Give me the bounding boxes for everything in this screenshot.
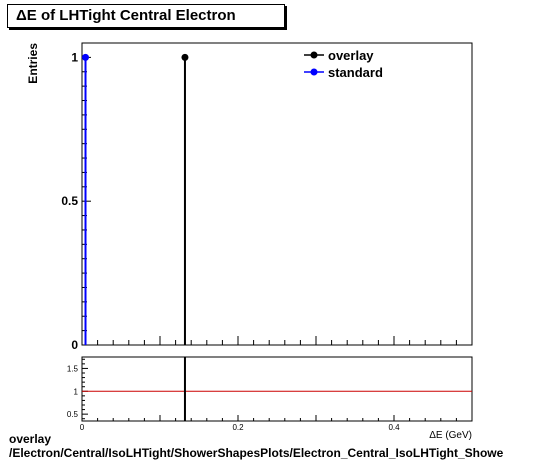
ratio-x-tick-label: 0.2 [232,423,244,432]
x-axis-label: ΔE (GeV) [429,430,472,441]
overlay-point [181,53,189,61]
plot-frame [81,42,473,346]
ratio-x-tick-label: 0 [80,423,85,432]
ratio-y-tick-label: 1 [74,387,79,396]
legend-label: standard [328,65,383,80]
y-tick-label: 1 [71,50,78,64]
standard-point [82,53,90,61]
ratio-frame [81,356,473,422]
ratio-y-tick-label: 1.5 [67,364,79,373]
ratio-plot: 0 0.2 0.4 0.5 1 1.5 [67,356,473,432]
legend-marker [310,51,318,59]
legend-label: overlay [328,48,374,63]
legend: overlay standard [304,48,383,80]
y-tick-label: 0 [71,338,78,352]
y-axis-label: Entries [26,43,40,84]
chart-title: ΔE of LHTight Central Electron [16,7,236,24]
ratio-x-tick-label: 0.4 [388,423,400,432]
ratio-y-tick-label: 0.5 [67,410,79,419]
footer-label: overlay [9,432,52,446]
y-tick-label: 0.5 [61,194,78,208]
title-box: ΔE of LHTight Central Electron [7,4,285,28]
main-plot: 00.51 [61,42,473,352]
legend-marker [310,68,318,76]
footer-path: /Electron/Central/IsoLHTight/ShowerShape… [9,446,504,460]
